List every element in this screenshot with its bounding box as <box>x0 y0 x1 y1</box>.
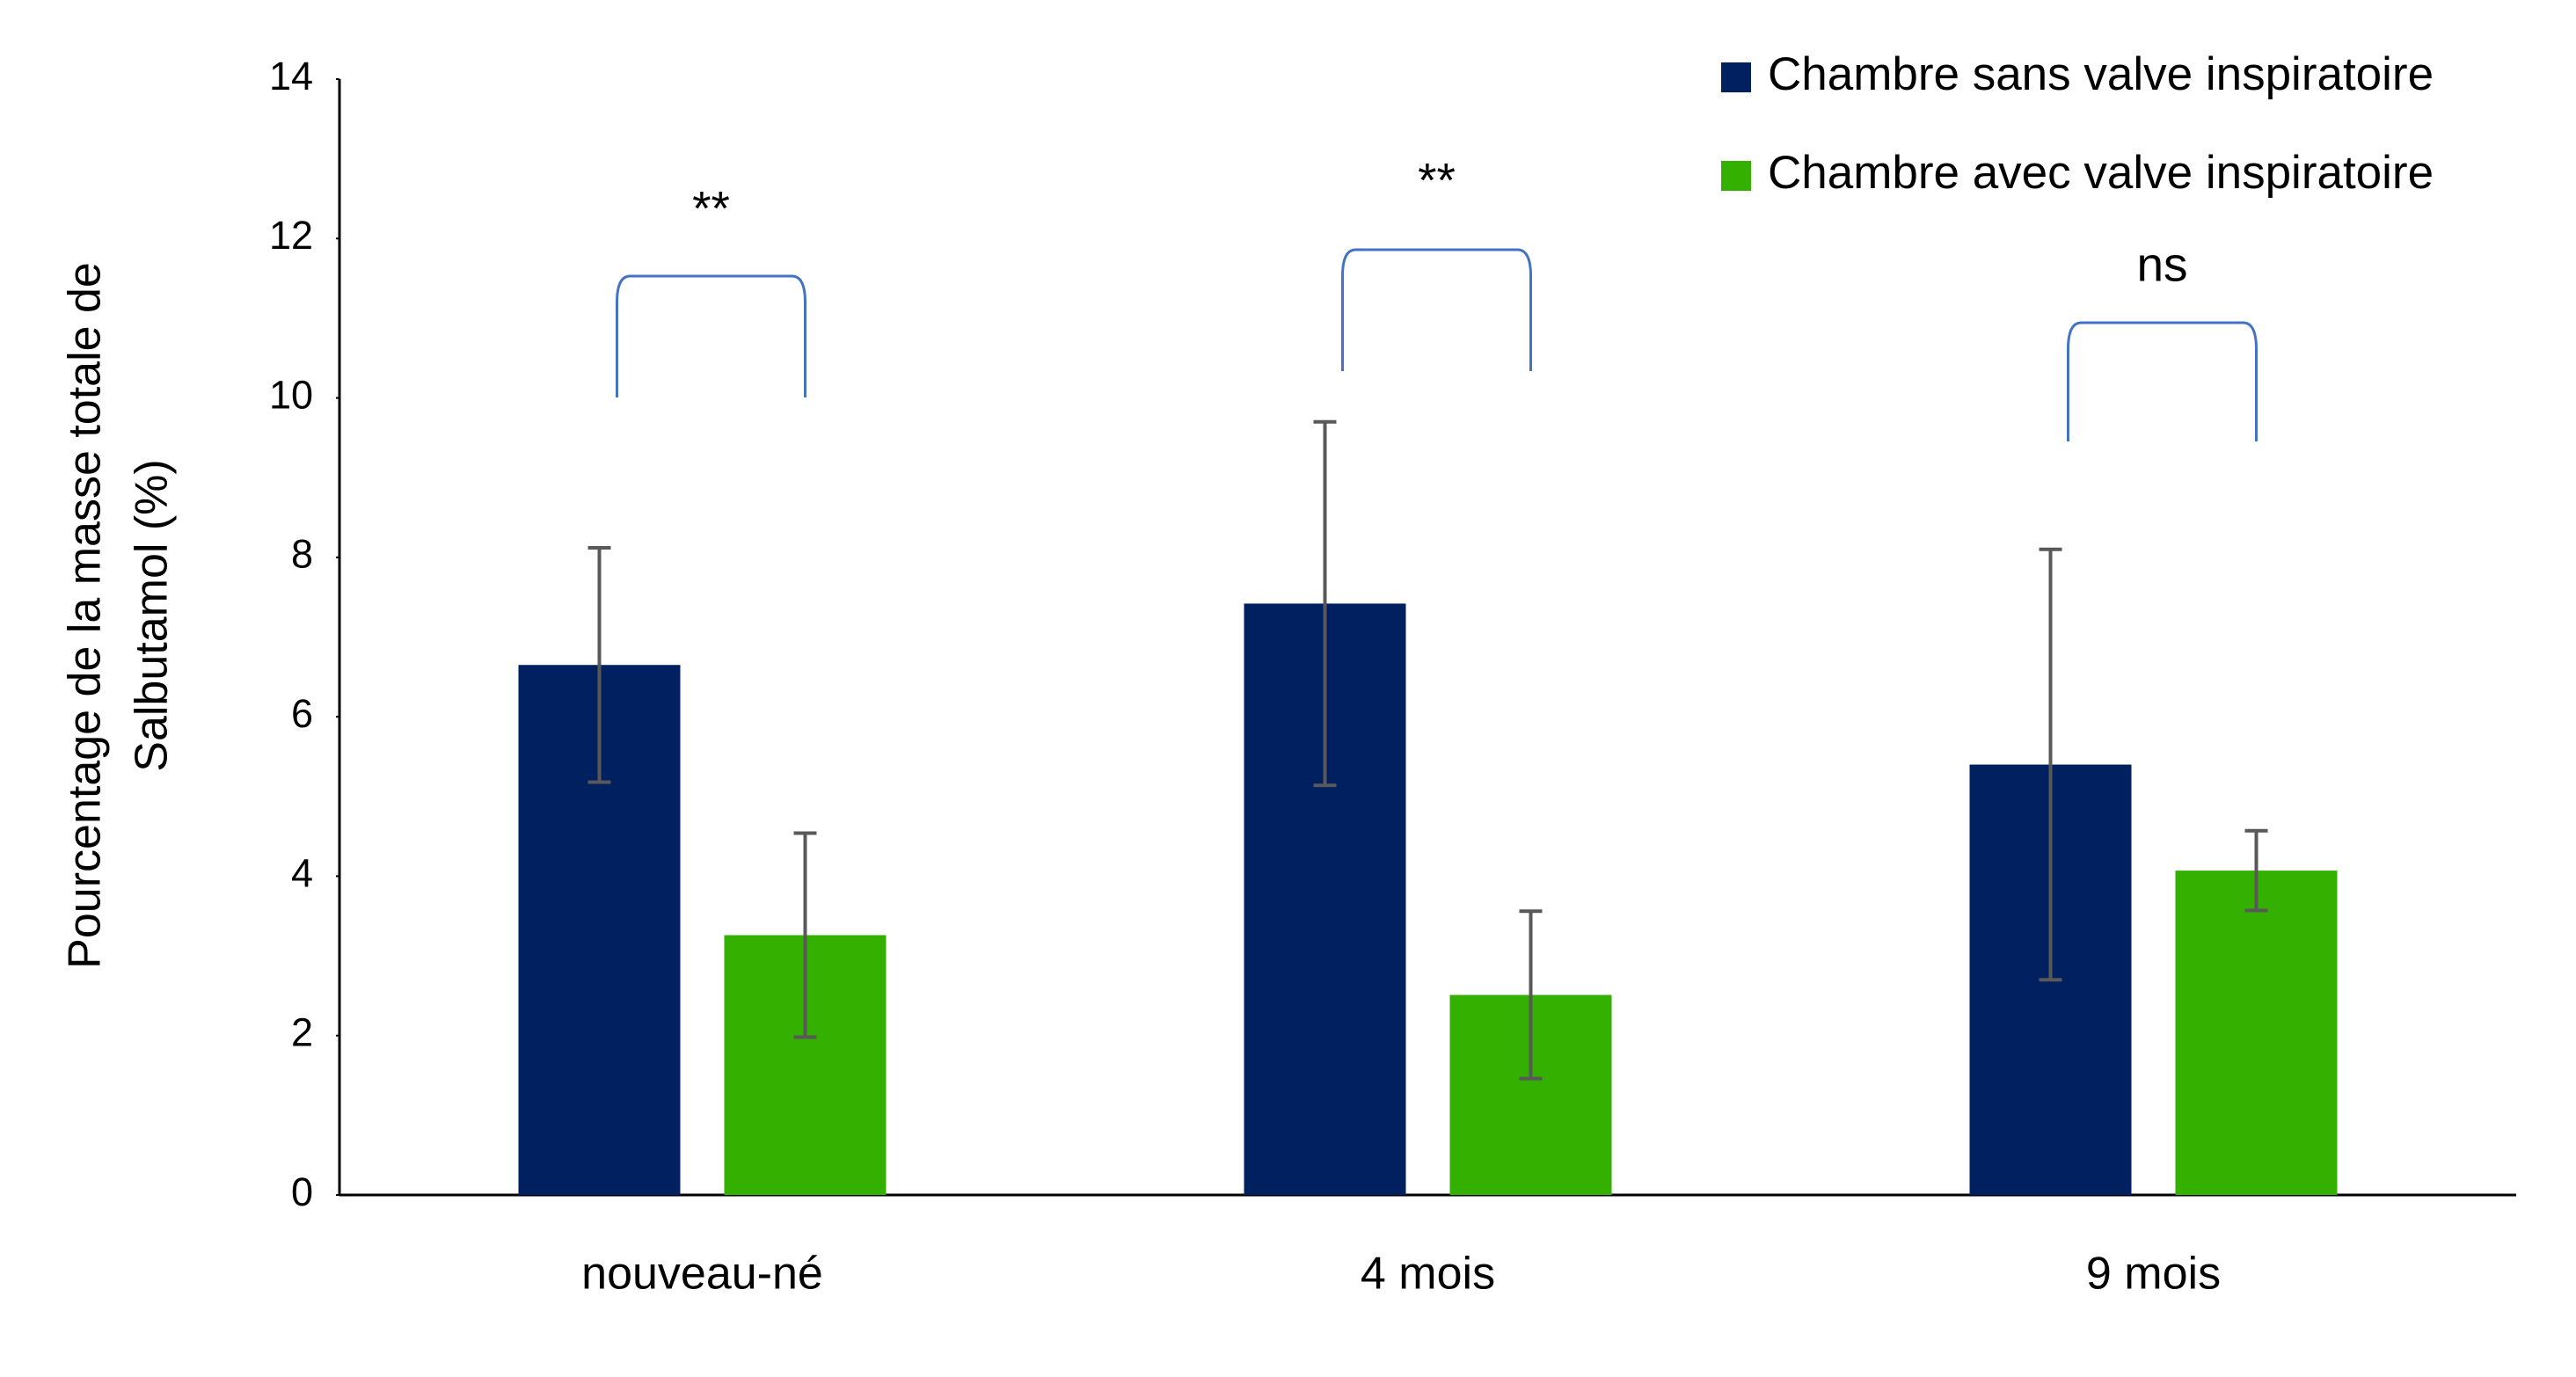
error-bar <box>2244 828 2268 913</box>
bar <box>2175 871 2338 1195</box>
y-tick-label: 10 <box>269 372 313 417</box>
y-axis-label: Salbutamol (%) <box>127 459 178 771</box>
y-tick-label: 12 <box>269 213 313 258</box>
y-tick-label: 0 <box>291 1169 313 1214</box>
significance-label: ** <box>1418 153 1456 208</box>
significance-label: ns <box>2136 237 2187 292</box>
significance-bracket <box>2067 321 2258 441</box>
x-tick-label: 4 mois <box>1361 1249 1495 1300</box>
legend-swatch <box>1721 62 1751 92</box>
x-tick-label: 9 mois <box>2086 1249 2221 1300</box>
y-tick-label: 6 <box>291 691 313 736</box>
y-tick-label: 14 <box>269 54 313 98</box>
error-bar <box>587 545 611 784</box>
x-tick-label: nouveau-né <box>581 1249 823 1300</box>
legend-label: Chambre sans valve inspiratoire <box>1768 48 2434 100</box>
error-bar <box>1519 909 1543 1081</box>
significance-bracket <box>1341 248 1532 371</box>
error-bar <box>793 831 817 1039</box>
significance-label: ** <box>692 181 730 236</box>
y-tick-label: 8 <box>291 532 313 577</box>
y-tick-label: 4 <box>291 850 313 895</box>
legend-label: Chambre avec valve inspiratoire <box>1768 147 2434 199</box>
legend-swatch <box>1721 161 1751 191</box>
error-bar <box>1313 419 1337 788</box>
y-axis-label: Pourcentage de la masse totale de <box>60 262 111 969</box>
y-tick-label: 2 <box>291 1010 313 1055</box>
error-bar <box>2039 547 2062 982</box>
significance-bracket <box>616 274 806 397</box>
